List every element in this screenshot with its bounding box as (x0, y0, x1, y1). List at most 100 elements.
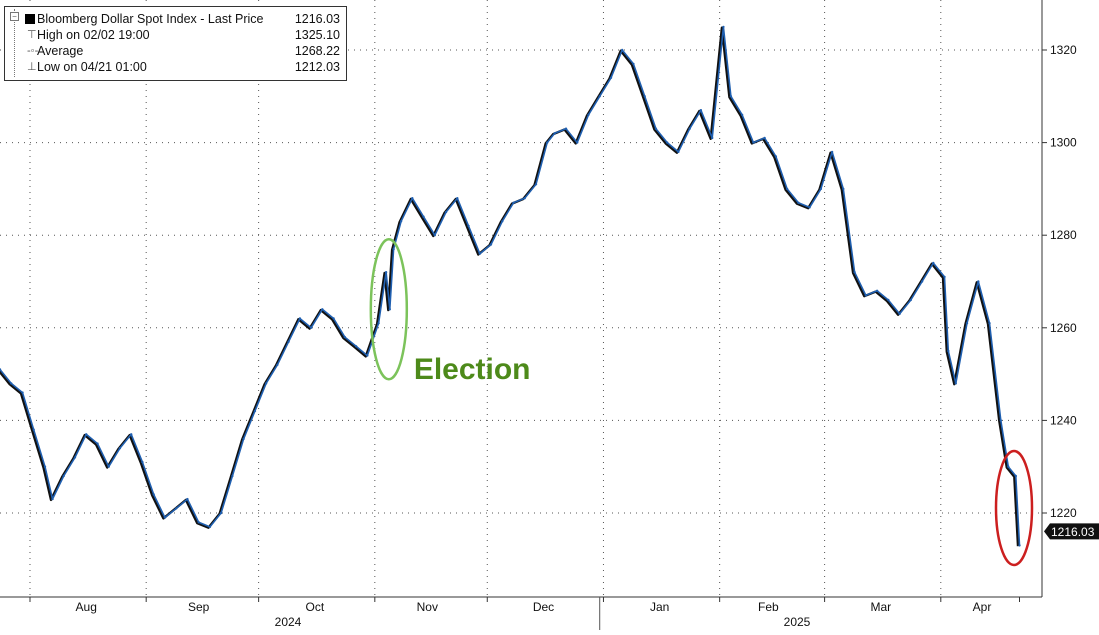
data-point (853, 271, 856, 274)
data-point (632, 62, 635, 66)
collapse-icon[interactable]: − (10, 12, 19, 21)
data-point (433, 234, 436, 237)
data-point (729, 95, 733, 98)
data-point (456, 197, 459, 200)
data-point (722, 25, 725, 29)
data-point (253, 409, 257, 413)
data-point (774, 155, 778, 158)
data-point (711, 136, 714, 140)
legend-title-row: Bloomberg Dollar Spot Index - Last Price… (5, 11, 346, 27)
data-point (444, 210, 448, 214)
data-point (830, 150, 834, 154)
legend-low-row: ⊥ Low on 04/21 01:00 1212.03 (5, 59, 346, 75)
data-point (677, 150, 680, 154)
data-point (932, 261, 935, 265)
data-point (501, 220, 504, 223)
data-point (797, 201, 800, 204)
data-point (887, 298, 890, 302)
data-point (688, 127, 691, 130)
data-point (62, 474, 65, 478)
x-year-label: 2024 (275, 615, 302, 629)
election-label: Election (414, 353, 531, 386)
data-point (141, 460, 144, 464)
data-point (219, 511, 223, 515)
data-point (377, 322, 380, 325)
average-marker-icon: -◦- (27, 45, 39, 57)
x-month-label: Oct (306, 600, 325, 614)
data-point (332, 317, 335, 320)
data-point (943, 275, 946, 279)
data-point (10, 382, 13, 385)
data-point (576, 141, 579, 144)
data-point (0, 368, 2, 371)
legend-high-value: 1325.10 (294, 28, 340, 42)
data-point (242, 437, 245, 441)
data-point (32, 428, 35, 431)
data-point (51, 497, 54, 501)
data-point (489, 243, 493, 246)
axes: 1220 1240 1260 1280 1300 1320 Aug Sep Oct Nov Dec J… (0, 0, 1077, 630)
data-point (666, 141, 669, 144)
legend-average-value: 1268.22 (294, 44, 340, 58)
legend-low-label: Low on 04/21 01:00 (37, 60, 147, 74)
data-point (85, 433, 88, 436)
data-point (898, 312, 901, 316)
last-price-tag (1044, 523, 1099, 540)
data-point (73, 456, 77, 459)
series-swatch-icon (25, 14, 35, 24)
data-point (118, 447, 122, 450)
low-circle (994, 449, 1034, 567)
data-point (107, 465, 110, 468)
data-point (96, 442, 99, 445)
data-point (609, 76, 613, 80)
data-point (264, 382, 268, 385)
legend-average-label: Average (37, 44, 84, 58)
data-point (163, 516, 167, 519)
data-point (309, 326, 313, 329)
annotations: Election 1216.03 (369, 238, 1099, 567)
data-point (152, 493, 155, 496)
data-point (643, 95, 646, 98)
data-point (864, 294, 867, 297)
data-point (186, 497, 189, 501)
x-month-label: Sep (188, 600, 210, 614)
legend-tree-line (14, 9, 16, 77)
data-point (909, 298, 912, 302)
x-month-label: Aug (76, 600, 97, 614)
data-point (947, 349, 950, 353)
data-point (422, 215, 425, 218)
data-point (875, 289, 879, 292)
data-point (175, 507, 178, 510)
data-point (276, 363, 279, 366)
data-point (208, 525, 212, 529)
data-point (920, 280, 924, 283)
series-line (0, 26, 1021, 546)
data-point (988, 322, 991, 325)
data-point (553, 132, 556, 135)
data-point (1018, 544, 1021, 547)
data-point (965, 322, 969, 325)
data-point (699, 109, 703, 112)
y-tick-label: 1240 (1050, 413, 1077, 427)
legend-last-value: 1216.03 (294, 12, 340, 26)
x-month-label: Nov (417, 600, 438, 614)
data-point (523, 197, 526, 200)
data-point (808, 206, 811, 209)
data-point (231, 474, 234, 478)
data-point (321, 308, 324, 311)
data-point (564, 127, 568, 130)
data-point (287, 340, 290, 343)
data-point (598, 95, 601, 98)
price-series (0, 25, 1021, 547)
data-point (740, 113, 744, 117)
data-point (752, 141, 755, 144)
x-month-label: Dec (533, 600, 554, 614)
legend-low-value: 1212.03 (294, 60, 340, 74)
y-tick-label: 1280 (1050, 228, 1077, 242)
series-shadow-line (0, 26, 1020, 547)
data-point (954, 382, 957, 385)
data-point (534, 183, 538, 186)
low-marker-icon: ⊥ (27, 61, 37, 73)
data-point (999, 419, 1002, 422)
